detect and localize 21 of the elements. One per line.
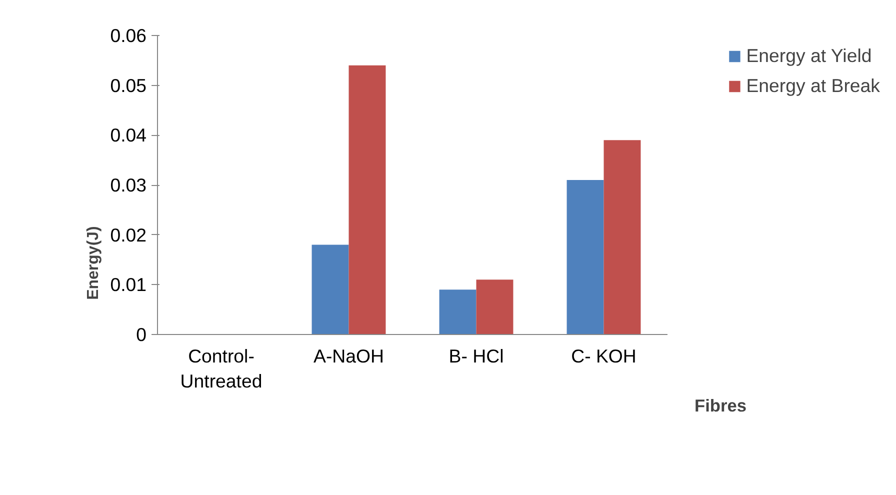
y-tick-label: 0.02 [110,224,146,246]
y-tick-label: 0.03 [110,174,146,196]
bar [439,290,476,334]
x-tick-label: A-NaOH [314,346,384,366]
y-tick-label: 0.01 [110,274,146,296]
bar [604,140,641,334]
x-tick-label: C- KOH [571,346,636,366]
y-axis-title: Energy(J) [85,226,102,300]
y-tick-label: 0.06 [110,25,146,46]
x-axis-title: Fibres [694,396,747,416]
bar [348,65,386,334]
legend-label: Energy at Yield [746,45,872,67]
bar [566,180,604,334]
bar [476,280,514,334]
y-tick-label: 0.05 [110,74,146,96]
y-tick-label: 0.04 [110,124,146,146]
x-tick-label: B- HCl [448,346,504,366]
x-tick-label: Control- Untreated [180,346,262,392]
bar [312,244,349,334]
legend-label: Energy at Break [746,75,880,97]
y-tick-label: 0 [136,324,147,345]
